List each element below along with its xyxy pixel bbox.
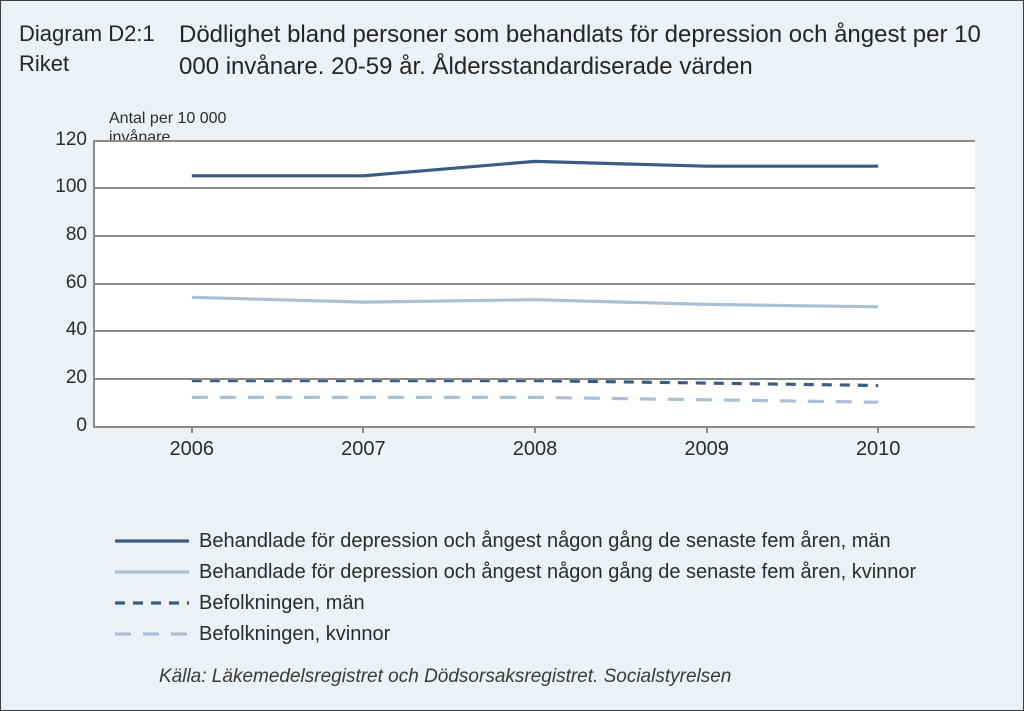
x-tick-label: 2010 <box>856 426 901 461</box>
figure-container: Diagram D2:1 Riket Dödlighet bland perso… <box>0 0 1024 711</box>
legend-item: Befolkningen, kvinnor <box>115 619 1005 650</box>
y-tick-label: 40 <box>47 319 95 341</box>
legend-item: Behandlade för depression och ångest någ… <box>115 526 1005 557</box>
legend-label: Behandlade för depression och ångest någ… <box>199 557 916 588</box>
legend-swatch <box>115 623 189 645</box>
series-pop_women <box>192 397 878 402</box>
y-tick-label: 80 <box>47 224 95 246</box>
source-text: Källa: Läkemedelsregistret och Dödsorsak… <box>159 666 1005 688</box>
grid-line <box>95 235 975 237</box>
legend-swatch <box>115 530 189 552</box>
legend: Behandlade för depression och ångest någ… <box>115 526 1005 650</box>
x-tick-label: 2008 <box>513 426 558 461</box>
x-tick-label: 2006 <box>170 426 215 461</box>
y-tick-label: 100 <box>47 176 95 198</box>
series-treated_men <box>192 161 878 175</box>
y-tick-label: 20 <box>47 367 95 389</box>
legend-swatch <box>115 561 189 583</box>
series-pop_men <box>192 380 878 385</box>
diagram-label-line1: Diagram D2:1 <box>19 21 155 46</box>
grid-line <box>95 283 975 285</box>
series-treated_women <box>192 297 878 307</box>
legend-item: Befolkningen, män <box>115 588 1005 619</box>
legend-item: Behandlade för depression och ångest någ… <box>115 557 1005 588</box>
grid-line <box>95 140 975 142</box>
header: Diagram D2:1 Riket Dödlighet bland perso… <box>19 19 1005 84</box>
plot-area: 02040608010012020062007200820092010 <box>93 140 975 428</box>
legend-label: Befolkningen, män <box>199 588 365 619</box>
x-tick-label: 2007 <box>341 426 386 461</box>
diagram-label: Diagram D2:1 Riket <box>19 19 179 78</box>
y-tick-label: 60 <box>47 272 95 294</box>
legend-swatch <box>115 592 189 614</box>
legend-label: Befolkningen, kvinnor <box>199 619 390 650</box>
grid-line <box>95 187 975 189</box>
y-tick-label: 0 <box>47 415 95 437</box>
y-tick-label: 120 <box>47 129 95 151</box>
grid-line <box>95 378 975 380</box>
chart-title: Dödlighet bland personer som behandlats … <box>179 19 1005 84</box>
legend-label: Behandlade för depression och ångest någ… <box>199 526 891 557</box>
grid-line <box>95 330 975 332</box>
diagram-label-line2: Riket <box>19 51 69 76</box>
y-axis-label-line1: Antal per 10 000 <box>109 110 226 127</box>
x-tick-label: 2009 <box>684 426 729 461</box>
plot-area-wrapper: 0 20 40 60 80 100 120 2006 2007 2008 2009 2010 <box>19 130 1005 470</box>
